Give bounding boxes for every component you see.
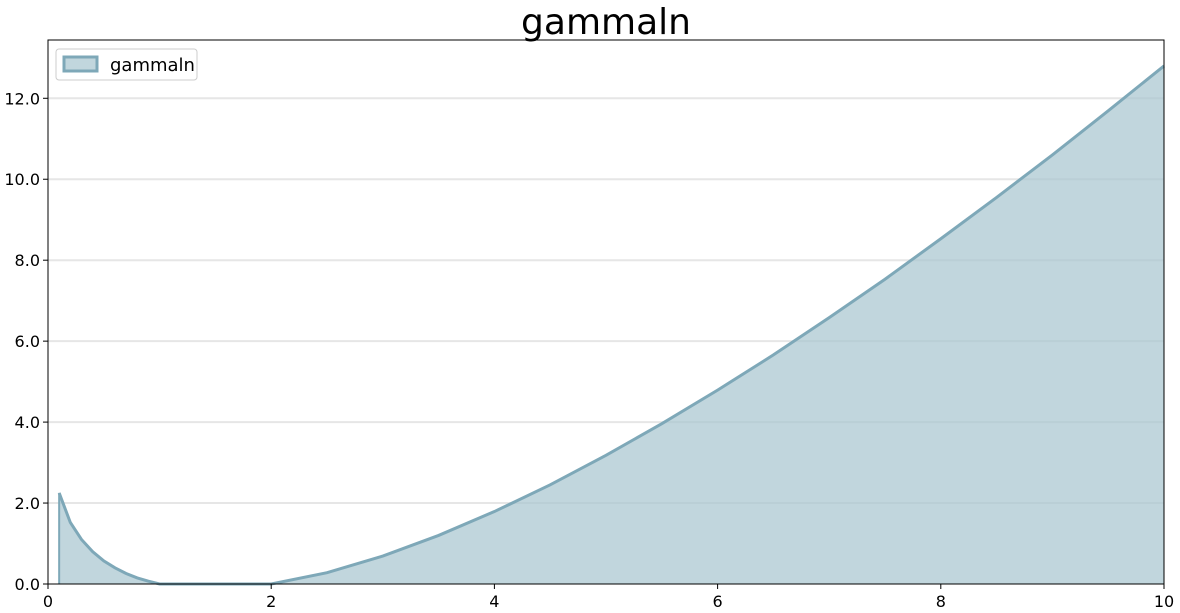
x-tick-label: 8 [936, 592, 946, 611]
legend-label: gammaln [110, 55, 195, 76]
x-axis: 0 2 4 6 8 10 [43, 584, 1174, 611]
chart-title: gammaln [521, 2, 691, 43]
x-tick-label: 10 [1154, 592, 1174, 611]
plot-area [57, 64, 1165, 586]
y-axis: 0.0 2.0 4.0 6.0 8.0 10.0 12.0 [4, 89, 48, 594]
y-tick-label: 10.0 [4, 170, 40, 189]
y-tick-label: 2.0 [15, 494, 40, 513]
x-tick-label: 0 [43, 592, 53, 611]
axes-frame [47, 39, 1165, 585]
legend: gammaln [55, 48, 198, 81]
y-tick-label: 12.0 [4, 89, 40, 108]
series-line [57, 64, 1165, 586]
legend-swatch [62, 55, 99, 73]
x-tick-label: 4 [489, 592, 499, 611]
x-tick-label: 6 [713, 592, 723, 611]
series-area [59, 65, 1164, 584]
y-tick-label: 8.0 [15, 251, 40, 270]
y-tick-label: 6.0 [15, 332, 40, 351]
x-tick-label: 2 [266, 592, 276, 611]
y-tick-label: 0.0 [15, 575, 40, 594]
y-tick-label: 4.0 [15, 413, 40, 432]
